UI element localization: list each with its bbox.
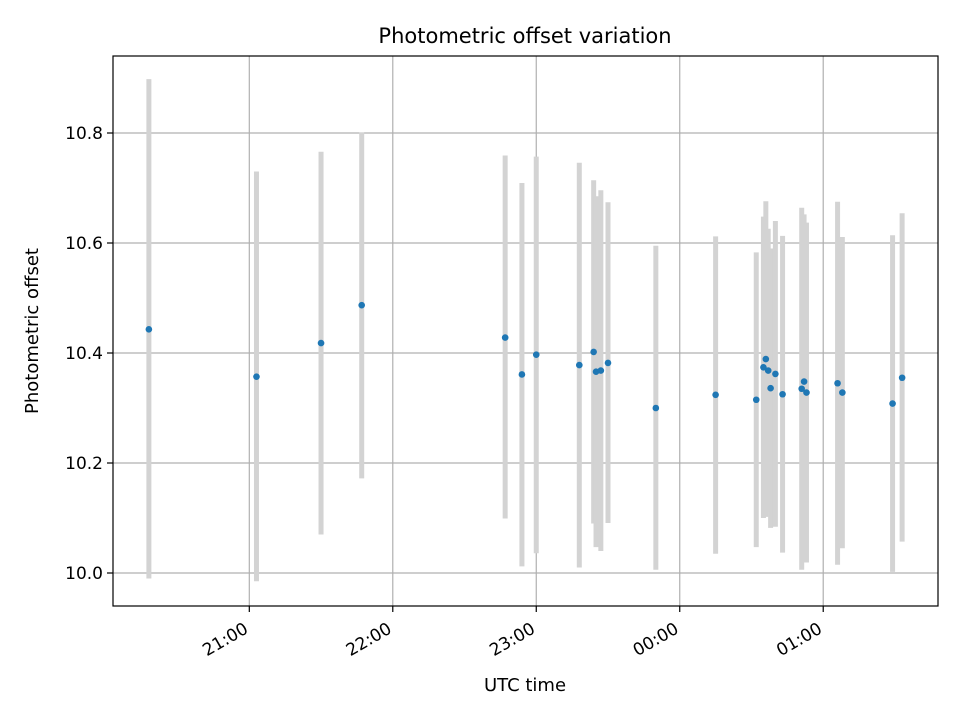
data-point (752, 396, 760, 404)
data-point (800, 378, 808, 385)
data-points (145, 301, 906, 412)
data-point (803, 389, 810, 396)
data-point (898, 374, 906, 382)
data-point (767, 384, 774, 392)
data-point (597, 367, 605, 374)
data-point (779, 390, 786, 398)
y-axis-ticks: 10.0 10.2 10.4 10.6 10.8 (65, 124, 113, 584)
y-tick-label: 10.0 (65, 564, 103, 584)
data-point (145, 326, 153, 333)
data-point (798, 385, 805, 393)
plot-frame (112, 55, 939, 607)
y-tick-label: 10.2 (65, 454, 103, 474)
data-point (532, 351, 540, 358)
data-point (358, 301, 365, 309)
y-tick-label: 10.4 (65, 344, 103, 364)
data-point (889, 400, 896, 407)
data-point (764, 367, 772, 374)
x-axis-label: UTC time (484, 675, 566, 696)
chart-title: Photometric offset variation (378, 24, 671, 48)
data-point (839, 389, 846, 396)
data-point (760, 364, 767, 371)
data-point (590, 348, 597, 356)
data-point (712, 391, 719, 399)
data-point (762, 355, 770, 363)
data-point (652, 404, 660, 412)
data-point (518, 371, 526, 378)
y-axis-label: Photometric offset (22, 248, 43, 414)
data-point (253, 373, 260, 380)
data-point (576, 361, 583, 369)
data-point (772, 370, 779, 378)
data-point (317, 339, 325, 347)
y-tick-label: 10.6 (65, 234, 103, 254)
data-point (834, 379, 841, 387)
data-point (501, 334, 509, 341)
data-point (604, 359, 612, 367)
y-tick-label: 10.8 (65, 124, 103, 144)
